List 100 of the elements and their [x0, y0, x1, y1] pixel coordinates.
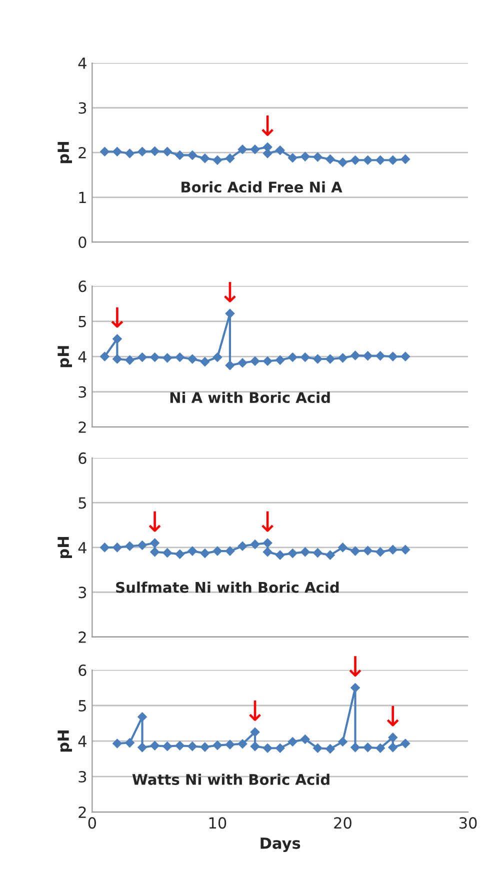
point — [188, 742, 198, 751]
y-tick-label: 5 — [78, 316, 86, 328]
y-tick-label: 2 — [78, 631, 86, 643]
x-axis-title: Days — [260, 838, 300, 852]
y-tick-label: 2 — [78, 421, 86, 433]
annotation: Watts Ni with Boric Acid — [132, 774, 330, 786]
point — [150, 352, 160, 362]
annotation: Sulfmate Ni with Boric Acid — [116, 582, 339, 593]
point — [200, 742, 210, 752]
point — [150, 146, 160, 156]
point — [376, 547, 385, 557]
y-tick-label: 4 — [78, 58, 86, 69]
point — [338, 737, 348, 746]
point — [175, 550, 184, 559]
point — [138, 712, 147, 722]
point — [188, 546, 198, 556]
point — [400, 352, 410, 362]
y-tick-label: 2 — [78, 146, 86, 158]
point — [238, 542, 248, 551]
point — [363, 742, 372, 752]
point — [326, 154, 335, 164]
point — [212, 740, 222, 750]
point — [175, 150, 184, 160]
point — [162, 146, 172, 156]
point — [262, 356, 272, 366]
point — [188, 354, 198, 364]
point — [175, 352, 184, 362]
y-tick-label: 4 — [78, 542, 86, 554]
point — [350, 546, 360, 556]
point — [262, 547, 272, 557]
point — [326, 550, 335, 560]
point — [338, 542, 348, 552]
x-tick-label: 30 — [459, 817, 477, 829]
y-tick-label: 3 — [78, 586, 86, 598]
point — [376, 351, 385, 360]
point — [275, 355, 285, 365]
point — [350, 742, 360, 752]
x-tick-label: 20 — [334, 817, 352, 829]
point — [388, 155, 398, 165]
x-tick-label: 0 — [88, 817, 96, 829]
point — [250, 356, 260, 366]
y-tick-label: 6 — [78, 664, 86, 676]
y-axis-title: pH — [58, 730, 72, 752]
y-tick-label: 3 — [78, 770, 86, 783]
point — [376, 155, 385, 165]
point — [400, 545, 410, 554]
point — [125, 148, 134, 158]
point — [288, 548, 298, 558]
point — [112, 738, 122, 748]
point — [363, 546, 372, 556]
point — [388, 732, 398, 742]
annotation: Boric Acid Free Ni A — [182, 181, 342, 193]
point — [138, 146, 147, 156]
point — [225, 308, 235, 318]
point — [188, 150, 198, 160]
point — [338, 353, 348, 363]
annotation: ↓ — [262, 511, 274, 532]
y-tick-label: 6 — [78, 452, 86, 464]
point — [338, 158, 348, 167]
y-tick-label: 5 — [78, 700, 86, 712]
point — [150, 741, 160, 750]
point — [350, 155, 360, 165]
point — [112, 146, 122, 156]
y-tick-label: 4 — [78, 351, 86, 362]
point — [250, 540, 260, 549]
point — [238, 144, 248, 154]
annotation: Ni A with Boric Acid — [170, 392, 330, 404]
point — [262, 538, 272, 548]
point — [250, 728, 260, 737]
point — [262, 148, 272, 158]
point — [363, 351, 372, 360]
point — [238, 739, 248, 748]
annotation: ↓ — [111, 307, 124, 328]
point — [150, 547, 160, 557]
point — [300, 734, 310, 744]
point — [100, 352, 110, 362]
point — [288, 153, 298, 162]
y-tick-label: 3 — [78, 386, 86, 398]
point — [162, 548, 172, 558]
point — [388, 742, 398, 752]
point — [313, 152, 322, 162]
point — [262, 743, 272, 753]
point — [288, 352, 298, 362]
point — [200, 548, 210, 558]
y-tick-label: 2 — [78, 806, 86, 818]
point — [138, 742, 147, 752]
annotation: ↓ — [224, 282, 236, 302]
annotation: ↓ — [148, 511, 161, 532]
y-tick-label: 3 — [78, 102, 86, 114]
point — [162, 353, 172, 363]
point — [200, 357, 210, 366]
annotation: ↓ — [349, 656, 362, 677]
point — [300, 152, 310, 162]
point — [212, 155, 222, 165]
point — [212, 352, 222, 362]
point — [112, 334, 122, 344]
point — [175, 741, 184, 750]
y-tick-label: 1 — [79, 192, 86, 204]
point — [138, 540, 147, 550]
point — [350, 350, 360, 360]
